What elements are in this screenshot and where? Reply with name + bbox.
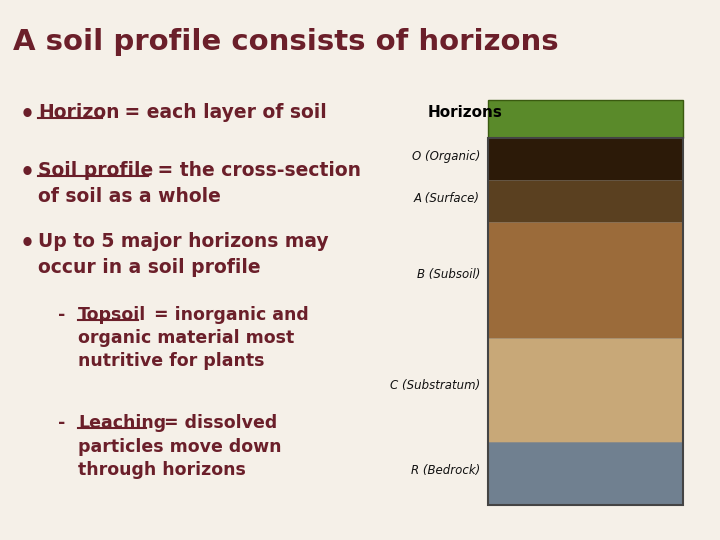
Text: -: - [58, 306, 66, 324]
Text: occur in a soil profile: occur in a soil profile [38, 258, 261, 276]
Text: = each layer of soil: = each layer of soil [118, 103, 327, 122]
Text: Horizons: Horizons [428, 105, 503, 120]
Text: •: • [20, 232, 35, 255]
Text: C (Substratum): C (Substratum) [390, 379, 480, 392]
Bar [488, 442, 683, 505]
Text: R (Bedrock): R (Bedrock) [410, 464, 480, 477]
Text: Leaching: Leaching [78, 414, 166, 433]
Text: •: • [20, 161, 35, 185]
Text: particles move down: particles move down [78, 437, 282, 456]
Text: -: - [58, 414, 66, 433]
Text: = the cross-section: = the cross-section [151, 161, 361, 180]
Text: Soil profile: Soil profile [38, 161, 153, 180]
Text: through horizons: through horizons [78, 461, 246, 478]
Text: Horizon: Horizon [38, 103, 120, 122]
Text: nutritive for plants: nutritive for plants [78, 352, 264, 370]
Bar [488, 180, 683, 221]
Text: Up to 5 major horizons may: Up to 5 major horizons may [38, 232, 328, 251]
Bar [488, 138, 683, 180]
Text: A soil profile consists of horizons: A soil profile consists of horizons [13, 28, 559, 56]
Bar [488, 100, 683, 138]
Text: Topsoil: Topsoil [78, 306, 146, 324]
Bar [488, 221, 683, 338]
Text: = inorganic and: = inorganic and [148, 306, 309, 324]
Text: •: • [20, 103, 35, 127]
Text: organic material most: organic material most [78, 329, 294, 347]
Bar [488, 138, 683, 505]
Text: O (Organic): O (Organic) [412, 151, 480, 164]
Text: of soil as a whole: of soil as a whole [38, 187, 221, 206]
Text: = dissolved: = dissolved [158, 414, 277, 433]
Text: B (Subsoil): B (Subsoil) [417, 267, 480, 280]
Bar [488, 338, 683, 442]
Text: A (Surface): A (Surface) [414, 192, 480, 205]
